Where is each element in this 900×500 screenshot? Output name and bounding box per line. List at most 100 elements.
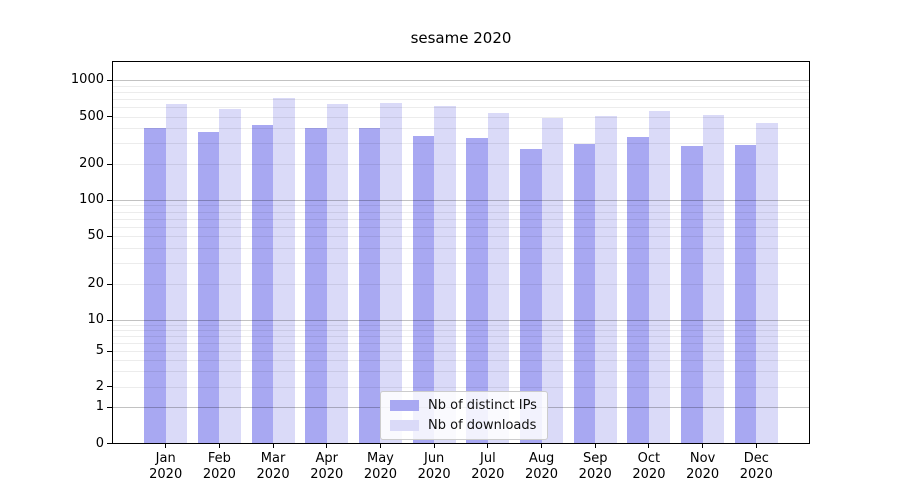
bar-sep-2020-nb-of-downloads	[595, 115, 617, 443]
gridline-minor-50	[113, 236, 809, 237]
y-tick-mark-2	[107, 386, 112, 388]
y-tick-label-10: 10	[87, 312, 104, 327]
chart-title: sesame 2020	[410, 29, 512, 47]
bar-jun-2020-nb-of-distinct-ips	[412, 135, 435, 443]
x-tick-label-jan: Jan 2020	[149, 451, 183, 482]
legend-item-distinct-ips: Nb of distinct IPs	[390, 398, 537, 413]
y-tick-mark-1000	[107, 79, 112, 81]
gridline-major-10	[113, 320, 809, 321]
x-tick-label-aug: Aug 2020	[524, 451, 559, 482]
gridline-minor-70	[113, 218, 809, 220]
bar-may-2020-nb-of-downloads	[380, 103, 402, 443]
gridline-minor-800	[113, 91, 809, 93]
y-tick-label-1: 1	[95, 399, 104, 414]
gridline-minor-8	[113, 329, 809, 331]
x-tick-label-feb: Feb 2020	[202, 451, 236, 482]
y-tick-mark-0	[107, 443, 112, 444]
gridline-minor-9	[113, 324, 809, 326]
gridline-minor-2	[113, 386, 809, 388]
x-tick-mark-nov	[702, 444, 704, 448]
gridline-minor-600	[113, 107, 809, 109]
y-tick-label-20: 20	[87, 276, 104, 291]
gridline-minor-200	[113, 164, 809, 165]
x-tick-mark-may	[379, 444, 381, 448]
bar-dec-2020-nb-of-distinct-ips	[734, 145, 757, 443]
y-tick-label-500: 500	[79, 108, 104, 124]
y-tick-label-2: 2	[95, 378, 104, 394]
gridline-minor-60	[113, 226, 809, 228]
legend-label-downloads: Nb of downloads	[428, 418, 537, 433]
gridline-minor-3	[113, 370, 809, 372]
y-tick-mark-10	[107, 319, 112, 321]
bar-mar-2020-nb-of-downloads	[273, 98, 295, 443]
y-tick-label-200: 200	[79, 156, 104, 171]
x-tick-mark-jul	[487, 444, 489, 448]
bar-feb-2020-nb-of-downloads	[219, 108, 241, 443]
x-tick-label-mar: Mar 2020	[256, 451, 290, 482]
bar-sep-2020-nb-of-distinct-ips	[573, 144, 596, 443]
x-tick-mark-aug	[541, 444, 543, 448]
gridline-minor-80	[113, 211, 809, 213]
gridline-minor-20	[113, 284, 809, 285]
legend-item-downloads: Nb of downloads	[390, 418, 537, 433]
y-tick-mark-500	[107, 116, 112, 118]
x-tick-mark-mar	[272, 444, 274, 448]
gridline-major-1000	[113, 80, 809, 81]
x-tick-mark-feb	[218, 444, 220, 448]
y-tick-mark-50	[107, 235, 112, 237]
legend-label-distinct-ips: Nb of distinct IPs	[428, 398, 537, 413]
gridline-minor-500	[113, 116, 809, 118]
gridline-minor-700	[113, 98, 809, 100]
y-tick-mark-100	[107, 199, 112, 201]
gridline-minor-900	[113, 85, 809, 87]
y-tick-label-100: 100	[79, 192, 104, 207]
y-tick-mark-5	[107, 350, 112, 352]
gridline-minor-6	[113, 342, 809, 344]
gridline-minor-4	[113, 359, 809, 361]
bar-jan-2020-nb-of-distinct-ips	[144, 128, 166, 443]
gridline-major-100	[113, 200, 809, 201]
y-tick-label-1000: 1000	[70, 72, 104, 87]
gridline-minor-400	[113, 128, 809, 130]
gridline-minor-7	[113, 335, 809, 337]
bar-oct-2020-nb-of-downloads	[648, 110, 671, 443]
bar-oct-2020-nb-of-distinct-ips	[627, 137, 649, 443]
x-tick-label-dec: Dec 2020	[739, 451, 773, 482]
bar-aug-2020-nb-of-distinct-ips	[520, 149, 542, 443]
x-tick-mark-oct	[648, 444, 650, 448]
x-tick-mark-jan	[165, 444, 167, 448]
bar-mar-2020-nb-of-distinct-ips	[251, 124, 274, 443]
legend: Nb of distinct IPs Nb of downloads	[380, 391, 548, 440]
bar-apr-2020-nb-of-downloads	[326, 104, 349, 443]
bar-jul-2020-nb-of-distinct-ips	[466, 138, 488, 443]
y-tick-label-5: 5	[95, 343, 104, 358]
x-tick-mark-apr	[326, 444, 328, 448]
bar-feb-2020-nb-of-distinct-ips	[197, 132, 220, 443]
legend-swatch-distinct-ips	[390, 400, 419, 411]
x-tick-mark-dec	[755, 444, 757, 448]
x-tick-label-sep: Sep 2020	[578, 451, 612, 482]
y-tick-mark-20	[107, 283, 112, 285]
bar-may-2020-nb-of-distinct-ips	[358, 127, 381, 443]
bar-jan-2020-nb-of-downloads	[165, 104, 188, 443]
legend-swatch-downloads	[390, 420, 419, 431]
bar-apr-2020-nb-of-distinct-ips	[305, 127, 327, 443]
bar-aug-2020-nb-of-downloads	[541, 117, 563, 443]
y-tick-mark-1	[107, 406, 112, 408]
y-tick-label-50: 50	[87, 228, 104, 243]
y-tick-label-0: 0	[95, 435, 104, 451]
x-tick-mark-sep	[594, 444, 596, 448]
plot-area: Nb of distinct IPs Nb of downloads	[112, 61, 810, 444]
x-tick-label-jun: Jun 2020	[417, 451, 451, 482]
gridline-minor-300	[113, 143, 809, 145]
gridline-minor-30	[113, 262, 809, 264]
bar-dec-2020-nb-of-downloads	[756, 123, 778, 443]
x-tick-label-apr: Apr 2020	[310, 451, 344, 482]
gridline-minor-5	[113, 351, 809, 352]
gridline-minor-90	[113, 205, 809, 207]
x-tick-mark-jun	[433, 444, 435, 448]
bar-jul-2020-nb-of-downloads	[487, 112, 510, 443]
x-tick-label-nov: Nov 2020	[686, 451, 720, 482]
bar-nov-2020-nb-of-downloads	[702, 114, 725, 443]
